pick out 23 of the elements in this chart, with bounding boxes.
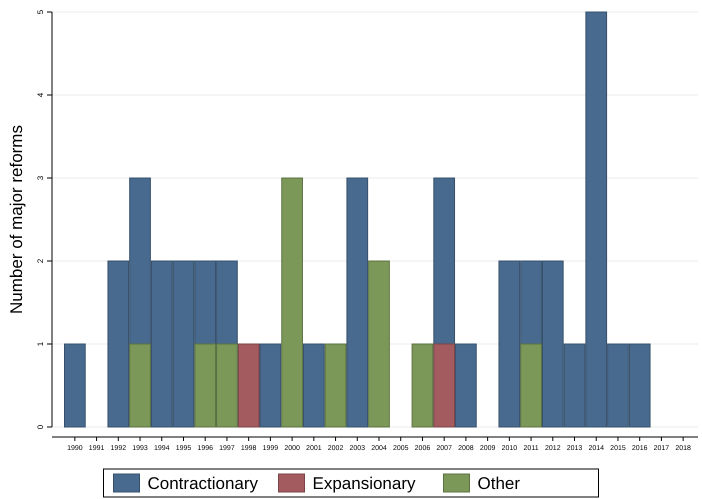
bar bbox=[368, 260, 390, 428]
bar bbox=[302, 344, 325, 428]
legend-label: Other bbox=[478, 474, 520, 493]
y-tick-label: 2 bbox=[36, 258, 45, 264]
bar bbox=[433, 344, 456, 428]
bar bbox=[281, 178, 303, 428]
bar bbox=[129, 344, 151, 428]
legend-label: Contractionary bbox=[148, 474, 259, 493]
bar bbox=[64, 344, 86, 428]
y-tick-label: 3 bbox=[36, 175, 45, 180]
legend-label: Expansionary bbox=[312, 474, 416, 493]
y-tick-label: 1 bbox=[36, 341, 45, 346]
y-tick-label: 0 bbox=[36, 424, 45, 430]
bar bbox=[260, 344, 282, 428]
bar bbox=[238, 344, 260, 428]
bar bbox=[412, 344, 434, 428]
bar bbox=[520, 344, 542, 428]
bar bbox=[324, 344, 346, 428]
y-axis-title: Number of major reforms bbox=[7, 125, 26, 314]
bar bbox=[346, 178, 368, 428]
y-tick-label: 5 bbox=[36, 9, 45, 14]
bar bbox=[455, 344, 477, 428]
y-tick-label: 4 bbox=[36, 92, 45, 98]
